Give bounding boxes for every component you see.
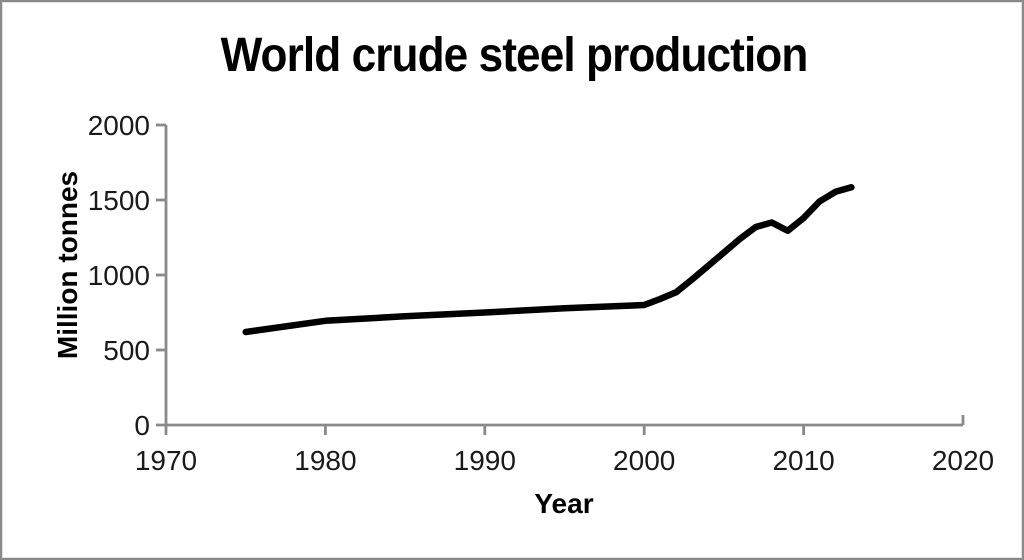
x-tick-label: 1970 xyxy=(135,445,197,476)
x-tick-label: 2000 xyxy=(613,445,675,476)
y-tick-label: 1500 xyxy=(88,185,150,216)
data-series xyxy=(242,184,855,336)
x-tick-label: 1990 xyxy=(454,445,516,476)
y-tick-label: 0 xyxy=(134,410,150,441)
data-line xyxy=(242,184,855,336)
y-tick-label: 1000 xyxy=(88,260,150,291)
axis-tick-labels: 0 500 1000 1500 2000 1970 1980 1990 2000 2010 2020 xyxy=(88,110,994,476)
axes xyxy=(156,125,965,435)
x-axis-title: Year xyxy=(534,488,594,519)
x-tick-label: 2010 xyxy=(772,445,834,476)
x-tick-label: 2020 xyxy=(932,445,994,476)
y-tick-label: 500 xyxy=(103,335,150,366)
chart-title: World crude steel production xyxy=(220,29,809,82)
y-tick-label: 2000 xyxy=(88,110,150,141)
x-tick-label: 1980 xyxy=(294,445,356,476)
axis-ticks xyxy=(156,123,805,435)
